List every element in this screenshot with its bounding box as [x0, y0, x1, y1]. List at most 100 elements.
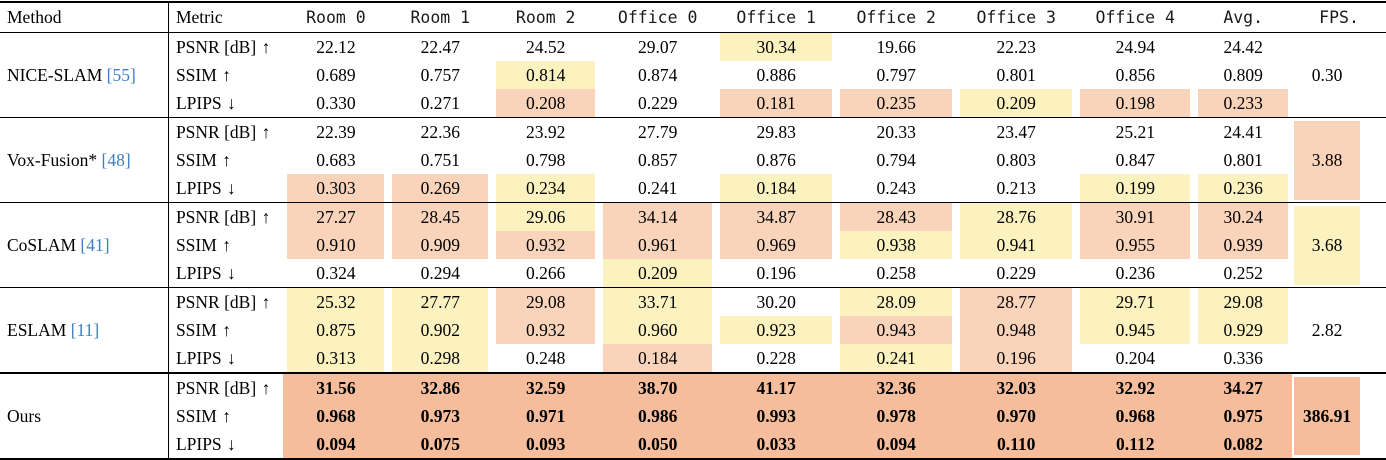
value-cell: 0.196 — [956, 344, 1076, 373]
metric-label: SSIM — [175, 235, 217, 255]
value-cell: 0.969 — [716, 231, 836, 259]
value-cell: 0.094 — [283, 430, 389, 459]
col-header-avg: Avg. — [1223, 8, 1264, 27]
value-cell: 28.76 — [956, 202, 1076, 231]
value-cell: 0.110 — [956, 430, 1077, 459]
value-cell: 32.86 — [388, 373, 493, 402]
value-cell: 0.978 — [836, 402, 957, 430]
col-header-method: Method — [0, 2, 169, 33]
value-cell: 0.968 — [283, 402, 389, 430]
value-cell: 38.70 — [599, 373, 717, 402]
metric-label: PSNR [dB] — [175, 37, 257, 57]
value-cell: 0.271 — [420, 93, 460, 113]
value-cell: 0.236 — [1194, 174, 1292, 203]
metric-label: PSNR [dB] — [175, 122, 257, 142]
value-cell: 0.336 — [1223, 348, 1263, 368]
value-cell: 0.932 — [492, 231, 599, 259]
metric-cell: LPIPS ↓ — [168, 174, 283, 203]
value-cell: 0.801 — [1223, 150, 1263, 170]
value-cell: 24.94 — [1115, 37, 1155, 57]
citation-link[interactable]: [55] — [106, 64, 136, 85]
citation-link[interactable]: [48] — [101, 149, 131, 170]
value-cell: 32.36 — [836, 373, 957, 402]
citation-link[interactable]: [11] — [70, 319, 100, 340]
value-cell: 27.27 — [283, 202, 388, 231]
metric-cell: SSIM ↑ — [168, 61, 283, 89]
value-cell: 0.094 — [836, 430, 957, 459]
value-cell: 0.801 — [996, 65, 1036, 85]
arrow-down-icon: ↓ — [222, 93, 236, 113]
value-cell: 0.945 — [1076, 316, 1194, 344]
col-header-office2: Office 2 — [856, 8, 936, 27]
value-cell: 0.303 — [283, 174, 388, 203]
citation-link[interactable]: [41] — [80, 234, 110, 255]
arrow-down-icon: ↓ — [222, 178, 236, 198]
value-cell: 22.12 — [316, 37, 356, 57]
value-cell: 0.847 — [1115, 150, 1155, 170]
value-cell: 0.241 — [836, 344, 956, 373]
fps-cell: 386.91 — [1292, 373, 1386, 459]
metric-label: PSNR [dB] — [175, 378, 257, 398]
value-cell: 0.938 — [836, 231, 956, 259]
value-cell: 28.09 — [836, 287, 956, 316]
table-row: SSIM ↑ 0.968 0.973 0.971 0.986 0.993 0.978 0.97… — [0, 402, 1386, 430]
metric-cell: LPIPS ↓ — [168, 344, 283, 373]
value-cell: 0.932 — [492, 316, 599, 344]
value-cell: 0.313 — [283, 344, 388, 373]
value-cell: 0.973 — [388, 402, 493, 430]
fps-cell: 3.68 — [1292, 203, 1386, 288]
col-header-metric: Metric — [175, 7, 223, 27]
table-row: Vox-Fusion* [48] PSNR [dB] ↑ 22.39 22.36 23.… — [0, 117, 1386, 203]
method-cell: NICE-SLAM [55] — [0, 32, 169, 118]
value-cell: 0.803 — [996, 150, 1036, 170]
value-cell: 0.886 — [756, 65, 796, 85]
metric-label: LPIPS — [175, 93, 222, 113]
value-cell: 25.32 — [283, 287, 388, 316]
value-cell: 0.955 — [1076, 231, 1194, 259]
value-cell: 0.294 — [420, 263, 460, 283]
arrow-up-icon: ↑ — [217, 235, 231, 255]
col-header-office3: Office 3 — [976, 8, 1056, 27]
value-cell: 25.21 — [1115, 122, 1155, 142]
metric-label: SSIM — [175, 150, 217, 170]
metric-cell: PSNR [dB] ↑ — [168, 33, 283, 62]
value-cell: 0.228 — [756, 348, 796, 368]
value-cell: 0.689 — [316, 65, 356, 85]
value-cell: 0.241 — [637, 178, 678, 198]
metric-cell: PSNR [dB] ↑ — [168, 373, 283, 402]
method-name: Ours — [7, 405, 42, 426]
value-cell: 0.184 — [599, 344, 716, 373]
value-cell: 29.07 — [637, 37, 678, 57]
arrow-down-icon: ↓ — [222, 434, 236, 454]
value-cell: 0.252 — [1223, 263, 1263, 283]
arrow-up-icon: ↑ — [217, 150, 231, 170]
metric-cell: LPIPS ↓ — [168, 89, 283, 118]
value-cell: 32.92 — [1076, 373, 1195, 402]
method-cell: CoSLAM [41] — [0, 202, 169, 288]
method-name: ESLAM — [7, 319, 67, 340]
value-cell: 0.248 — [526, 348, 566, 368]
value-cell: 0.939 — [1194, 231, 1292, 259]
method-name: CoSLAM — [7, 234, 77, 255]
value-cell: 31.56 — [283, 373, 389, 402]
value-cell: 0.857 — [637, 150, 678, 170]
value-cell: 23.47 — [996, 122, 1036, 142]
value-cell: 0.943 — [836, 316, 956, 344]
value-cell: 0.209 — [599, 259, 716, 288]
metric-label: PSNR [dB] — [175, 292, 257, 312]
metric-cell: SSIM ↑ — [168, 231, 283, 259]
value-cell: 0.794 — [876, 150, 916, 170]
metric-cell: PSNR [dB] ↑ — [168, 118, 283, 147]
value-cell: 27.77 — [388, 287, 492, 316]
value-cell: 0.050 — [599, 430, 717, 459]
table-row: LPIPS ↓ 0.324 0.294 0.266 0.209 0.196 0.258 0.2… — [0, 259, 1386, 288]
method-name: Vox-Fusion* — [7, 149, 102, 170]
table-row: SSIM ↑ 0.683 0.751 0.798 0.857 0.876 0.794 0.80… — [0, 146, 1386, 174]
value-cell: 0.986 — [599, 402, 717, 430]
value-cell: 29.08 — [492, 287, 599, 316]
value-cell: 0.929 — [1194, 316, 1292, 344]
col-header-office1: Office 1 — [736, 8, 816, 27]
fps-cell: 0.30 — [1311, 64, 1343, 85]
value-cell: 32.03 — [956, 373, 1077, 402]
value-cell: 0.875 — [283, 316, 388, 344]
